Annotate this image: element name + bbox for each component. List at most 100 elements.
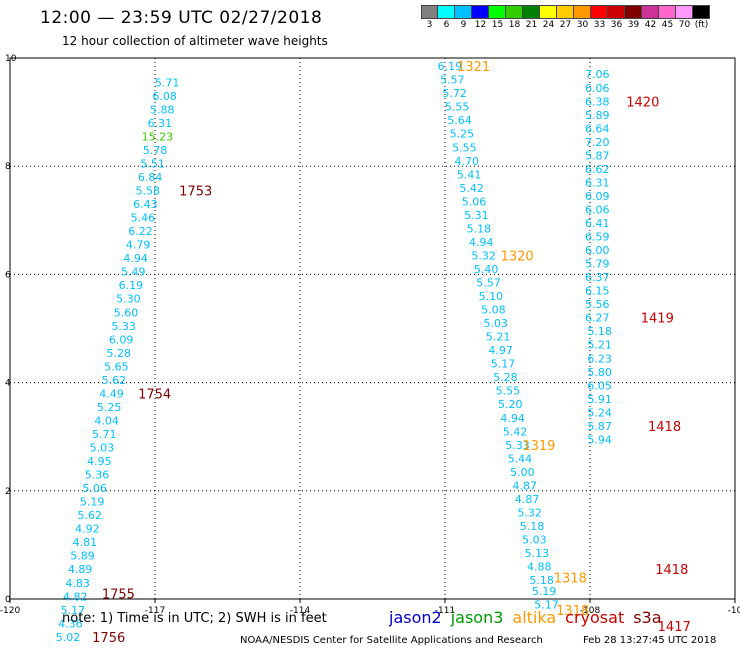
pass-time-label: 1318 — [556, 604, 589, 619]
wave-height-point: 4.94 — [123, 252, 148, 265]
wave-height-point: 5.89 — [585, 109, 610, 122]
chart-title: 12:00 — 23:59 UTC 02/27/2018 — [40, 8, 323, 28]
colorbar-labels: 3 6 9 12 15 18 21 24 27 30 33 36 39 42 45 70 (ft) — [421, 19, 710, 31]
wave-height-point: 6.84 — [138, 171, 163, 184]
wave-height-point: 4.04 — [94, 414, 119, 427]
wave-height-colorbar: 3 6 9 12 15 18 21 24 27 30 33 36 39 42 45 70 (ft) — [421, 5, 710, 31]
wave-height-point: 4.94 — [500, 412, 525, 425]
wave-height-point: 5.42 — [459, 182, 484, 195]
pass-time-label: 1318 — [554, 571, 587, 586]
wave-height-point: 5.17 — [491, 358, 516, 371]
wave-height-point: 6.22 — [128, 225, 153, 238]
wave-height-point: 4.87 — [515, 493, 540, 506]
wave-height-point: 6.62 — [585, 163, 610, 176]
colorbar-label: 6 — [443, 20, 450, 30]
wave-height-point: 5.40 — [474, 263, 499, 276]
colorbar-label: 30 — [576, 20, 589, 30]
wave-height-point: 6.08 — [152, 90, 177, 103]
wave-height-point: 5.64 — [447, 114, 472, 127]
wave-height-point: 5.55 — [452, 141, 477, 154]
wave-height-point: 6.23 — [587, 352, 612, 365]
wave-height-point: 4.88 — [527, 561, 552, 574]
credit-line: NOAA/NESDIS Center for Satellite Applica… — [240, 635, 543, 646]
wave-height-point: 5.42 — [503, 425, 528, 438]
wave-height-point: 5.24 — [587, 406, 612, 419]
wave-height-point: 6.19 — [438, 60, 463, 73]
wave-height-point: 5.55 — [496, 385, 521, 398]
wave-height-point: 6.38 — [585, 95, 610, 108]
wave-height-point: 5.10 — [479, 290, 504, 303]
pass-time-label: 1320 — [501, 249, 534, 264]
wave-height-point: 5.06 — [82, 482, 107, 495]
axis-tick-labels: -120 -117 -114 -111 -108 -10 0 2 4 6 8 10 — [0, 54, 740, 616]
x-tick-label: -120 — [0, 606, 20, 616]
wave-height-point: 5.72 — [442, 87, 467, 100]
wave-height-point: 5.19 — [532, 585, 557, 598]
wave-height-point: 5.94 — [587, 433, 612, 446]
wave-height-point: 5.51 — [140, 157, 165, 170]
wave-height-point: 6.59 — [585, 231, 610, 244]
colorbar-swatch — [676, 5, 693, 19]
wave-height-point: 15.23 — [142, 130, 174, 143]
pass-time-label: 1417 — [658, 620, 691, 635]
wave-height-point: 5.65 — [104, 360, 129, 373]
pass-time-label: 1418 — [648, 420, 681, 435]
wave-height-point: 5.89 — [70, 550, 95, 563]
colorbar-swatch — [472, 5, 489, 19]
wave-height-point: 5.00 — [510, 466, 535, 479]
colorbar-swatch — [659, 5, 676, 19]
data-point-labels: 6.195.575.725.555.645.255.554.705.415.42… — [56, 60, 612, 644]
wave-height-point: 5.06 — [462, 195, 487, 208]
wave-height-point: 6.43 — [133, 198, 158, 211]
wave-height-point: 5.62 — [102, 374, 127, 387]
colorbar-swatch — [489, 5, 506, 19]
wave-height-point: 5.08 — [481, 304, 506, 317]
wave-height-point: 5.02 — [56, 631, 81, 644]
wave-height-point: 5.28 — [107, 347, 132, 360]
colorbar-swatch — [557, 5, 574, 19]
wave-height-point: 4.92 — [75, 523, 100, 536]
wave-height-point: 6.06 — [585, 203, 610, 216]
pass-time-label: 1753 — [179, 185, 212, 200]
wave-height-point: 4.89 — [68, 563, 93, 576]
wave-height-point: 5.44 — [508, 452, 533, 465]
units-note: note: 1) Time is in UTC; 2) SWH is in fe… — [62, 611, 327, 626]
legend-jason2: jason2 — [389, 608, 442, 627]
wave-height-point: 5.41 — [457, 168, 482, 181]
wave-height-point: 5.71 — [92, 428, 117, 441]
wave-height-point: 6.41 — [585, 217, 610, 230]
pass-time-label: 1420 — [626, 95, 659, 110]
pass-time-label: 1418 — [655, 563, 688, 578]
colorbar-swatch — [455, 5, 472, 19]
wave-height-point: 6.05 — [587, 379, 612, 392]
wave-height-point: 4.79 — [126, 239, 151, 252]
y-tick-label: 10 — [5, 54, 17, 64]
wave-height-point: 5.21 — [587, 339, 612, 352]
colorbar-label: 42 — [644, 20, 657, 30]
colorbar-swatch — [625, 5, 642, 19]
colorbar-swatch — [506, 5, 523, 19]
pass-time-label: 1419 — [641, 312, 674, 327]
wave-height-point: 5.21 — [486, 331, 511, 344]
colorbar-label: 15 — [491, 20, 504, 30]
wave-height-point: 6.37 — [585, 271, 610, 284]
wave-height-point: 5.28 — [493, 371, 518, 384]
wave-height-point: 5.33 — [505, 439, 530, 452]
x-tick-label: -111 — [435, 606, 455, 616]
wave-height-point: 5.30 — [116, 293, 141, 306]
pass-time-label: 1319 — [522, 439, 555, 454]
wave-height-point: 6.00 — [585, 244, 610, 257]
wave-height-point: 5.03 — [90, 442, 115, 455]
wave-height-point: 5.33 — [111, 320, 136, 333]
wave-height-point: 5.78 — [143, 144, 168, 157]
wave-height-point: 5.20 — [498, 398, 523, 411]
wave-height-point: 5.17 — [61, 604, 86, 617]
wave-height-point: 5.17 — [534, 598, 559, 611]
colorbar-swatch — [421, 5, 438, 19]
wave-height-point: 6.31 — [585, 176, 610, 189]
x-tick-label: -108 — [580, 606, 601, 616]
colorbar-label: 70 — [678, 20, 691, 30]
x-tick-label: -114 — [290, 606, 311, 616]
wave-height-point: 5.88 — [150, 103, 175, 116]
